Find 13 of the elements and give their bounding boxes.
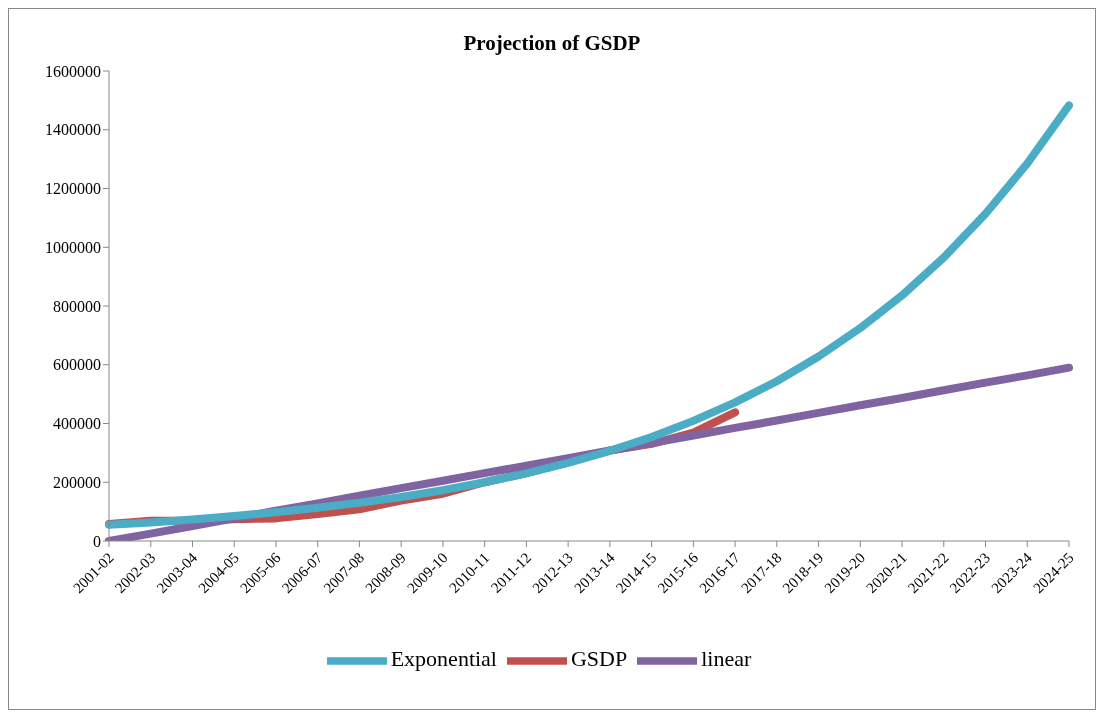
y-tick-label: 400000 [53, 415, 101, 433]
y-tick-label: 0 [93, 532, 101, 550]
y-tick-label: 1000000 [45, 238, 101, 256]
y-tick-label: 1600000 [45, 62, 101, 80]
legend-label: linear [701, 646, 752, 672]
y-tick-label: 1200000 [45, 180, 101, 198]
legend-label: GSDP [570, 646, 628, 672]
y-tick-label: 1400000 [45, 121, 101, 139]
y-tick-label: 600000 [53, 356, 101, 374]
chart-title: Projection of GSDP [462, 31, 642, 57]
legend-label: Exponential [390, 646, 497, 672]
y-tick-label: 800000 [53, 297, 101, 315]
y-tick-label: 200000 [53, 473, 101, 491]
